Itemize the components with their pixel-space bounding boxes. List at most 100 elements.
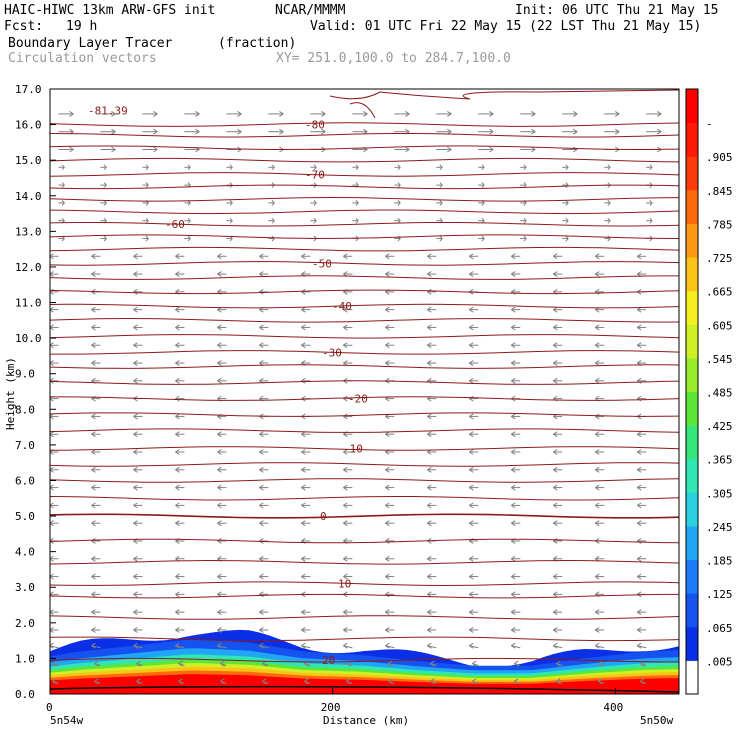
vector-arrow <box>133 627 143 633</box>
vector-arrow <box>133 253 143 260</box>
vector-arrow <box>136 660 143 667</box>
vector-arrow <box>552 342 563 349</box>
temperature-contour <box>50 184 679 190</box>
vector-arrow <box>552 466 563 473</box>
vector-arrow <box>301 642 311 649</box>
vector-arrow <box>142 164 149 171</box>
vector-arrow <box>478 235 485 242</box>
vector-head <box>61 182 65 188</box>
vector-arrow <box>217 360 227 366</box>
vector-head <box>91 573 96 580</box>
contour-label: -50 <box>312 257 332 270</box>
vector-arrow <box>91 253 101 260</box>
vector-arrow <box>427 466 437 473</box>
vector-arrow <box>91 502 101 509</box>
contour-label: -40 <box>332 300 352 313</box>
x-axis-right-end: 5n50w <box>640 714 673 727</box>
colorbar-swatch <box>686 626 698 661</box>
vector-arrow <box>514 660 521 667</box>
vector-arrow <box>217 573 227 580</box>
vector-head <box>91 306 96 313</box>
vector-head <box>552 642 558 649</box>
vector-arrow <box>552 484 563 491</box>
vector-head <box>133 484 138 491</box>
vector-arrow <box>91 520 101 527</box>
vector-arrow <box>217 449 227 455</box>
vector-head <box>259 484 264 491</box>
vector-arrow <box>469 395 479 402</box>
vector-head <box>430 678 435 685</box>
vector-head <box>175 591 180 598</box>
vector-head <box>594 609 600 616</box>
vector-head <box>91 413 96 420</box>
vector-head <box>511 324 516 331</box>
vector-arrow <box>301 627 311 633</box>
vector-arrow <box>259 538 269 544</box>
vector-shaft <box>343 645 353 649</box>
vector-arrow <box>175 377 185 384</box>
temperature-contour <box>50 559 679 565</box>
vector-head <box>217 342 222 349</box>
y-tick-label: 6.0 <box>15 474 35 487</box>
vector-head <box>511 520 516 527</box>
vector-head <box>636 324 642 331</box>
vector-arrow <box>301 377 311 384</box>
vector-arrow <box>552 573 563 580</box>
vector-arrow <box>175 306 185 313</box>
vector-head <box>594 360 600 366</box>
vector-head <box>217 502 222 509</box>
vector-head <box>427 360 432 366</box>
vector-head <box>597 678 603 685</box>
vector-arrow <box>394 217 401 224</box>
vector-head <box>91 271 96 277</box>
colorbar-label: .725 <box>706 252 733 265</box>
vector-head <box>469 642 474 649</box>
vector-head <box>469 591 474 598</box>
vector-arrow <box>58 200 65 206</box>
vector-head <box>133 502 138 509</box>
vector-arrow <box>259 271 269 277</box>
vector-head <box>91 342 96 349</box>
vector-head <box>397 182 401 188</box>
vector-arrow <box>388 678 395 685</box>
vector-head <box>427 520 432 527</box>
vector-arrow <box>469 555 479 562</box>
vector-head <box>427 573 432 580</box>
vector-arrow <box>142 128 158 135</box>
vector-arrow <box>427 288 437 295</box>
cross-section-endpoints: XY= 251.0,100.0 to 284.7,100.0 <box>276 51 511 66</box>
vector-head <box>133 642 138 649</box>
vector-head <box>469 466 474 473</box>
vector-head <box>259 642 264 649</box>
vector-head <box>133 466 138 473</box>
vector-head <box>469 271 474 277</box>
vector-head <box>133 413 138 420</box>
vector-head <box>636 484 642 491</box>
vector-arrow <box>343 306 353 313</box>
vector-head <box>636 466 642 473</box>
vector-arrow <box>511 253 521 260</box>
y-tick-label: 12.0 <box>15 261 42 274</box>
vector-head <box>271 200 275 206</box>
contour-label: -70 <box>305 168 325 181</box>
vector-shaft <box>553 645 563 649</box>
vector-head <box>301 573 306 580</box>
vector-arrow <box>136 678 143 685</box>
vector-head <box>565 200 569 206</box>
vector-head <box>175 573 180 580</box>
vector-arrow <box>520 182 527 188</box>
vector-arrow <box>552 520 563 527</box>
vector-arrow <box>343 520 353 527</box>
vector-arrow <box>259 573 269 580</box>
vector-arrow <box>52 660 59 667</box>
vector-arrow <box>511 377 521 384</box>
vector-head <box>385 271 390 277</box>
vector-head <box>656 128 662 135</box>
vector-arrow <box>175 431 185 438</box>
vector-head <box>469 555 474 562</box>
vector-arrow <box>301 609 311 616</box>
temperature-contour <box>50 275 679 280</box>
vector-arrow <box>259 627 269 633</box>
vector-head <box>91 484 96 491</box>
y-tick-label: 7.0 <box>15 439 35 452</box>
